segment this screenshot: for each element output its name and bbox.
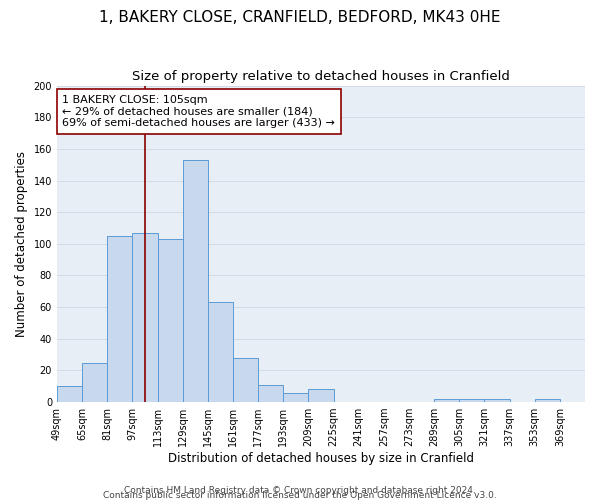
Bar bbox=[258, 384, 283, 402]
Bar bbox=[133, 232, 158, 402]
Bar bbox=[82, 362, 107, 402]
Bar bbox=[434, 399, 459, 402]
Bar bbox=[182, 160, 208, 402]
Text: 1 BAKERY CLOSE: 105sqm
← 29% of detached houses are smaller (184)
69% of semi-de: 1 BAKERY CLOSE: 105sqm ← 29% of detached… bbox=[62, 95, 335, 128]
Title: Size of property relative to detached houses in Cranfield: Size of property relative to detached ho… bbox=[132, 70, 510, 83]
Bar bbox=[158, 239, 182, 402]
Text: Contains HM Land Registry data © Crown copyright and database right 2024.: Contains HM Land Registry data © Crown c… bbox=[124, 486, 476, 495]
Bar bbox=[107, 236, 133, 402]
Bar bbox=[57, 386, 82, 402]
Bar bbox=[484, 399, 509, 402]
Bar bbox=[535, 399, 560, 402]
Bar bbox=[459, 399, 484, 402]
Bar bbox=[283, 392, 308, 402]
Bar bbox=[308, 390, 334, 402]
Bar bbox=[208, 302, 233, 402]
Y-axis label: Number of detached properties: Number of detached properties bbox=[15, 151, 28, 337]
Text: 1, BAKERY CLOSE, CRANFIELD, BEDFORD, MK43 0HE: 1, BAKERY CLOSE, CRANFIELD, BEDFORD, MK4… bbox=[99, 10, 501, 25]
Text: Contains public sector information licensed under the Open Government Licence v3: Contains public sector information licen… bbox=[103, 490, 497, 500]
X-axis label: Distribution of detached houses by size in Cranfield: Distribution of detached houses by size … bbox=[168, 452, 474, 465]
Bar bbox=[233, 358, 258, 402]
